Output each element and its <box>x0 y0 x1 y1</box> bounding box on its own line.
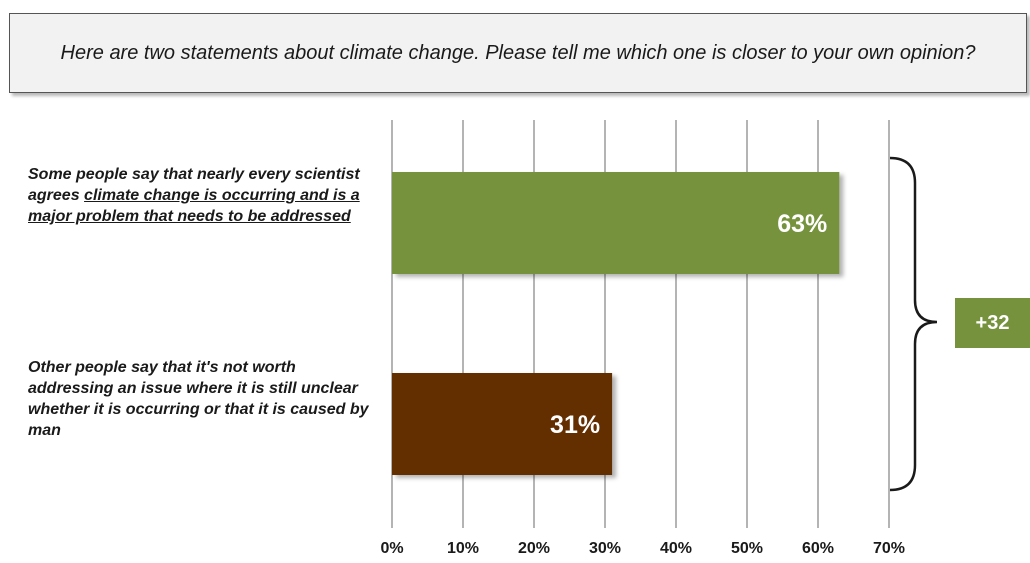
statement-1-prefix: Some people say that nearly every scient… <box>28 166 360 204</box>
x-tick-label: 50% <box>731 540 763 557</box>
x-tick-label: 70% <box>873 540 905 557</box>
bar <box>392 373 613 475</box>
x-tick-label: 20% <box>518 540 550 557</box>
x-tick-label: 30% <box>589 540 621 557</box>
bar-value-label: 31% <box>550 411 600 439</box>
x-axis-ticks: 0% 10% 20% 30% 40% 50% 60% 70% <box>380 540 905 557</box>
x-tick-label: 10% <box>447 540 479 557</box>
question-text: Here are two statements about climate ch… <box>60 42 976 64</box>
statement-1-emphasis: climate change is occurring and is a maj… <box>28 187 360 225</box>
bars: 63% 31% <box>392 172 840 475</box>
x-tick-label: 60% <box>802 540 834 557</box>
statement-2-label: Other people say that it's not worth add… <box>28 359 369 439</box>
x-tick-label: 0% <box>380 540 403 557</box>
statement-1-label: Some people say that nearly every scient… <box>28 164 383 227</box>
question-box: Here are two statements about climate ch… <box>9 13 1027 93</box>
difference-badge: +32 <box>955 298 1030 348</box>
bracket-brace <box>889 156 938 492</box>
x-tick-label: 40% <box>660 540 692 557</box>
bar <box>392 172 840 274</box>
bar-value-label: 63% <box>777 210 827 238</box>
